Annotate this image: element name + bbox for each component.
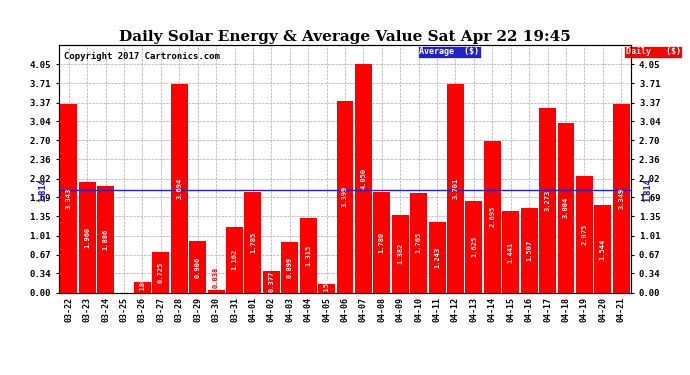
Bar (60, 104, 77, 292)
Text: 1.544: 1.544 (600, 238, 606, 260)
Bar (355, 64, 372, 292)
Text: 3.399: 3.399 (342, 186, 348, 207)
Bar (558, 123, 575, 292)
Text: 1.162: 1.162 (232, 249, 237, 270)
Text: 3.694: 3.694 (176, 178, 182, 199)
Bar (466, 201, 482, 292)
Bar (244, 192, 262, 292)
Text: 1.382: 1.382 (397, 243, 403, 264)
Text: 3.343: 3.343 (66, 188, 72, 209)
Bar (152, 252, 169, 292)
Bar (484, 141, 501, 292)
Text: 1.780: 1.780 (379, 232, 385, 253)
Bar (97, 186, 114, 292)
Bar (447, 84, 464, 292)
Bar (428, 222, 446, 292)
Bar (189, 242, 206, 292)
Bar (337, 101, 353, 292)
Bar (613, 104, 630, 292)
Text: 3.701: 3.701 (453, 177, 458, 199)
Text: 1.765: 1.765 (415, 232, 422, 254)
Bar (392, 214, 408, 292)
Text: 0.038: 0.038 (213, 266, 219, 288)
Text: 1.625: 1.625 (471, 236, 477, 257)
Text: 1.315: 1.315 (305, 245, 311, 266)
Text: Average  ($): Average ($) (420, 48, 480, 57)
Bar (373, 192, 391, 292)
Text: 1.886: 1.886 (103, 229, 108, 250)
Bar (79, 182, 96, 292)
Text: 1.960: 1.960 (84, 226, 90, 248)
Text: 1.814: 1.814 (38, 178, 47, 202)
Bar (299, 218, 317, 292)
Bar (410, 193, 427, 292)
Text: 1.814: 1.814 (643, 178, 652, 202)
Bar (539, 108, 556, 292)
Title: Daily Solar Energy & Average Value Sat Apr 22 19:45: Daily Solar Energy & Average Value Sat A… (119, 30, 571, 44)
Text: Copyright 2017 Cartronics.com: Copyright 2017 Cartronics.com (64, 53, 220, 62)
Bar (263, 271, 280, 292)
Text: 2.695: 2.695 (489, 206, 495, 227)
Text: Daily   ($): Daily ($) (626, 48, 680, 57)
Text: 1.441: 1.441 (508, 241, 514, 262)
Bar (226, 227, 243, 292)
Bar (134, 282, 151, 292)
Text: 2.075: 2.075 (582, 224, 587, 245)
Text: 4.050: 4.050 (360, 168, 366, 189)
Text: 0.156: 0.156 (324, 278, 330, 299)
Text: 3.004: 3.004 (563, 197, 569, 219)
Text: 0.377: 0.377 (268, 271, 275, 292)
Text: 3.273: 3.273 (544, 190, 551, 211)
Bar (576, 176, 593, 292)
Bar (171, 84, 188, 292)
Text: 3.349: 3.349 (618, 188, 624, 209)
Text: 1.507: 1.507 (526, 239, 532, 261)
Bar (521, 207, 538, 292)
Text: 1.243: 1.243 (434, 247, 440, 268)
Bar (594, 206, 611, 292)
Text: 1.785: 1.785 (250, 231, 256, 253)
Text: 0.899: 0.899 (287, 256, 293, 278)
Bar (502, 211, 519, 292)
Text: 0.186: 0.186 (139, 277, 146, 298)
Bar (208, 290, 224, 292)
Text: 0.725: 0.725 (158, 261, 164, 283)
Text: 0.906: 0.906 (195, 256, 201, 278)
Bar (318, 284, 335, 292)
Bar (282, 242, 298, 292)
